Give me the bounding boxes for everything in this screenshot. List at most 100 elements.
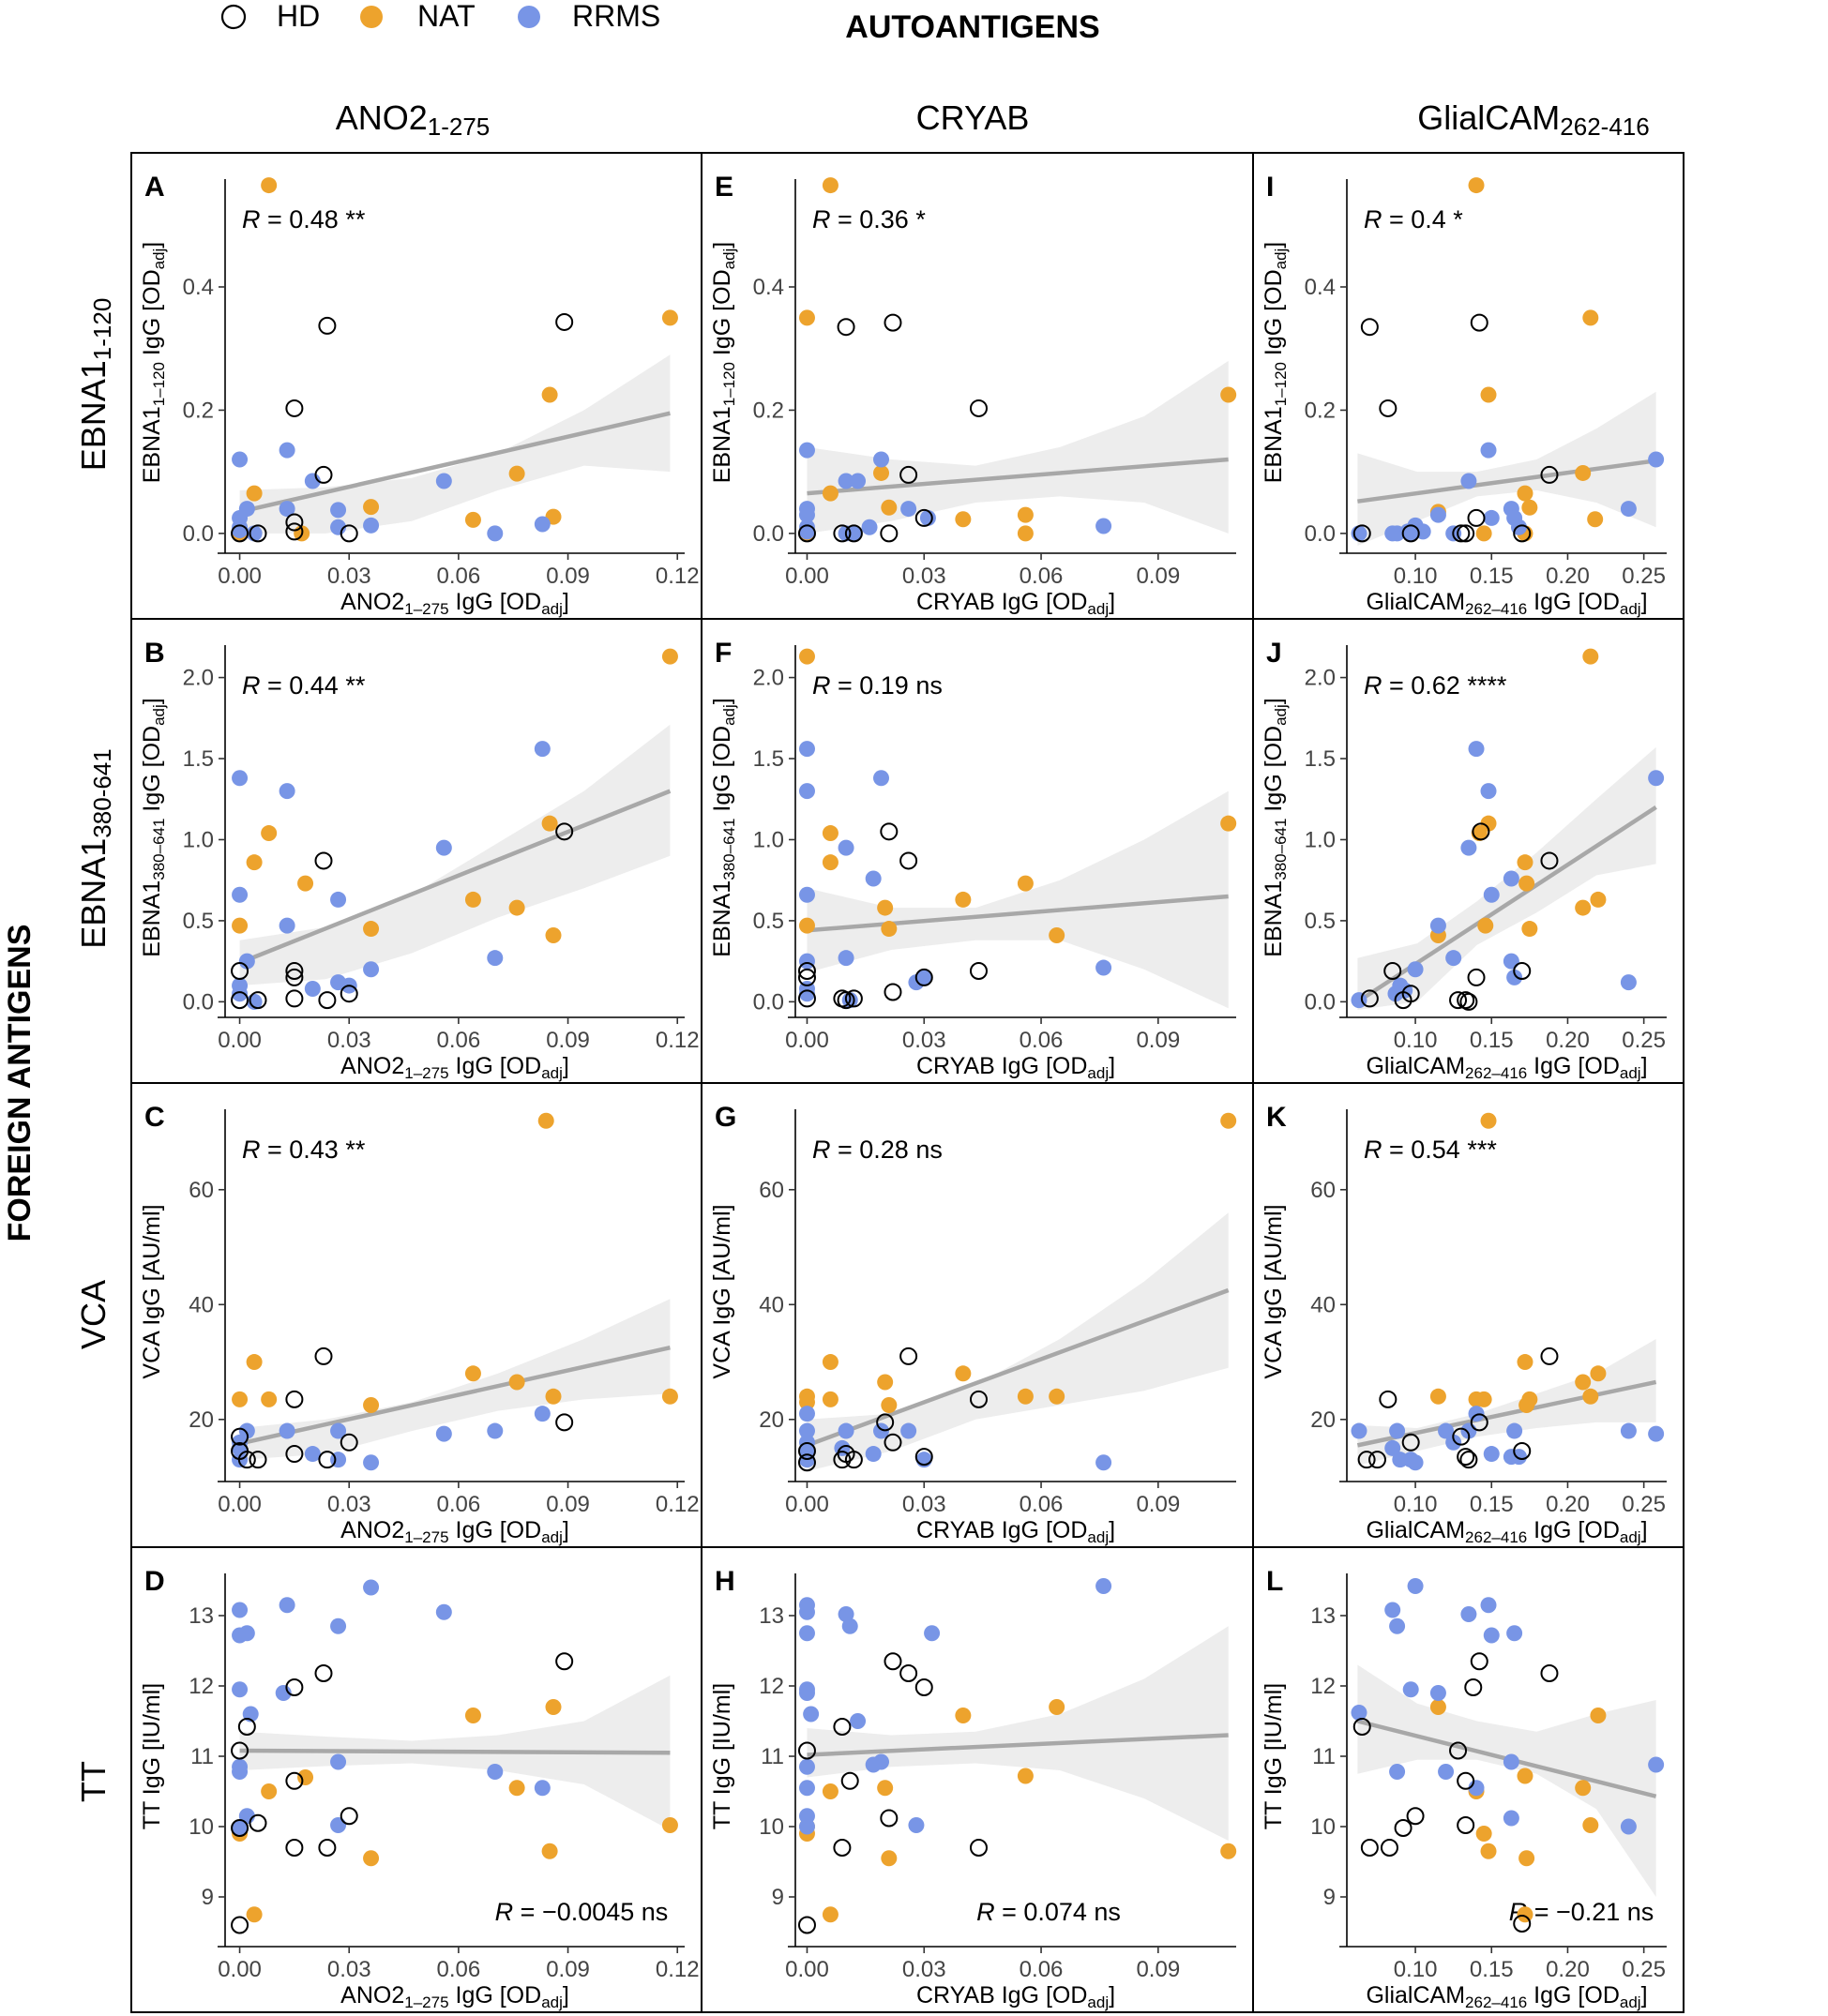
panel-c: C 0.00 0.03 0.06 0.09 0.12 20 40 60 ANO21–275 IgG… bbox=[139, 1102, 700, 1546]
x-tick-label: 0.09 bbox=[1136, 1492, 1180, 1517]
x-tick-label: 0.09 bbox=[546, 1492, 590, 1517]
y-tick-label: 10 bbox=[189, 1814, 214, 1840]
data-point-hd bbox=[1459, 1451, 1478, 1469]
regression-line bbox=[807, 894, 1229, 933]
data-point-hd bbox=[1352, 524, 1371, 543]
data-point-hd bbox=[797, 1916, 816, 1934]
data-point-nat bbox=[877, 1780, 894, 1797]
data-point-nat bbox=[1590, 891, 1607, 908]
data-point-hd bbox=[249, 524, 267, 543]
legend-rrms-label: RRMS bbox=[572, 0, 660, 33]
data-point-nat bbox=[464, 1708, 481, 1723]
data-point-nat bbox=[297, 1769, 314, 1785]
data-point-hd bbox=[1357, 1451, 1376, 1469]
x-tick-label: 0.09 bbox=[1136, 564, 1180, 589]
figure-title: AUTOANTIGENS bbox=[845, 9, 1099, 45]
regression-line bbox=[807, 457, 1229, 496]
data-point-rrms bbox=[330, 891, 347, 908]
data-point-rrms bbox=[1620, 501, 1637, 518]
x-tick-label: 0.03 bbox=[902, 564, 946, 589]
panel-letter-a: A bbox=[144, 172, 165, 203]
correlation-label: R = 0.44 ** bbox=[242, 671, 366, 700]
x-tick-label: 0.06 bbox=[437, 1957, 481, 1982]
y-axis-title: TT IgG [IU/ml] bbox=[139, 1683, 165, 1830]
data-point-hd bbox=[285, 522, 304, 541]
data-point-hd bbox=[969, 399, 988, 417]
data-point-hd bbox=[876, 1413, 895, 1432]
x-axis-title: ANO21–275 IgG [ODadj] bbox=[340, 589, 569, 618]
y-tick-label: 2.0 bbox=[183, 666, 214, 691]
y-tick-label: 1.0 bbox=[183, 827, 214, 852]
y-axis-title: EBNA1380–641 IgG [ODadj] bbox=[709, 698, 738, 956]
data-point-nat bbox=[1590, 1365, 1607, 1382]
data-point-hd bbox=[231, 524, 249, 543]
y-tick-label: 0.5 bbox=[1305, 909, 1336, 934]
data-point-rrms bbox=[1620, 974, 1637, 991]
x-axis-title: ANO21–275 IgG [ODadj] bbox=[340, 1982, 569, 2011]
data-point-nat bbox=[541, 815, 558, 832]
data-point-hd bbox=[914, 968, 933, 986]
legend: HD NAT RRMS bbox=[220, 0, 660, 33]
data-point-rrms bbox=[1620, 1422, 1637, 1439]
data-point-rrms bbox=[232, 886, 249, 903]
x-tick-label: 0.00 bbox=[218, 564, 262, 589]
data-point-hd bbox=[1540, 851, 1559, 870]
data-point-nat bbox=[877, 1374, 894, 1391]
y-axis-title: VCA IgG [AU/ml] bbox=[139, 1204, 165, 1378]
data-point-hd bbox=[318, 1839, 337, 1857]
y-tick-label: 0.2 bbox=[1305, 398, 1336, 423]
data-point-hd bbox=[1360, 318, 1379, 337]
data-point-nat bbox=[232, 1391, 249, 1407]
x-tick-label: 0.06 bbox=[1020, 1492, 1064, 1517]
data-point-hd bbox=[340, 1433, 358, 1452]
data-point-hd bbox=[1367, 1451, 1386, 1469]
data-point-hd bbox=[555, 822, 574, 841]
panel-letter-i: I bbox=[1266, 172, 1274, 203]
data-point-rrms bbox=[1503, 1753, 1519, 1770]
x-tick-label: 0.00 bbox=[785, 1492, 829, 1517]
data-point-hd bbox=[1449, 1741, 1468, 1760]
correlation-label: R = −0.0045 ns bbox=[495, 1898, 669, 1926]
data-point-rrms bbox=[232, 1764, 249, 1780]
data-point-hd bbox=[318, 991, 337, 1010]
data-point-hd bbox=[840, 1771, 859, 1790]
data-point-hd bbox=[318, 316, 337, 335]
data-point-rrms bbox=[1648, 451, 1665, 468]
data-point-hd bbox=[880, 1809, 899, 1828]
data-point-nat bbox=[1480, 1843, 1497, 1859]
data-point-hd bbox=[837, 1445, 855, 1464]
data-point-nat bbox=[261, 825, 278, 842]
data-point-rrms bbox=[841, 1617, 858, 1634]
data-point-hd bbox=[797, 1453, 816, 1472]
y-tick-label: 2.0 bbox=[753, 666, 784, 691]
x-tick-label: 0.12 bbox=[656, 1028, 700, 1053]
data-point-nat bbox=[246, 1354, 263, 1371]
data-point-hd bbox=[899, 465, 918, 484]
data-point-nat bbox=[881, 921, 898, 938]
data-point-nat bbox=[1575, 1780, 1592, 1797]
data-point-rrms bbox=[435, 1425, 452, 1442]
data-point-hd bbox=[797, 968, 816, 986]
x-tick-label: 0.06 bbox=[1020, 1028, 1064, 1053]
data-point-rrms bbox=[487, 1764, 504, 1780]
data-point-nat bbox=[955, 1708, 972, 1723]
data-point-hd bbox=[880, 524, 899, 543]
data-point-hd bbox=[797, 989, 816, 1008]
x-tick-label: 0.06 bbox=[437, 564, 481, 589]
data-point-rrms bbox=[330, 502, 347, 519]
y-tick-label: 1.5 bbox=[753, 746, 784, 772]
panel-d: D 0.00 0.03 0.06 0.09 0.12 9 10 11 12 13 ANO21–275 … bbox=[139, 1566, 700, 2011]
data-point-rrms bbox=[900, 501, 917, 518]
data-point-nat bbox=[261, 1783, 278, 1799]
y-tick-label: 11 bbox=[190, 1744, 214, 1769]
data-point-hd bbox=[1513, 1915, 1532, 1933]
data-point-nat bbox=[1429, 1699, 1446, 1715]
data-point-rrms bbox=[838, 1422, 854, 1439]
data-point-nat bbox=[1575, 899, 1592, 916]
data-point-rrms bbox=[279, 1597, 295, 1614]
x-tick-label: 0.00 bbox=[218, 1492, 262, 1517]
data-point-nat bbox=[822, 1354, 838, 1371]
confidence-band bbox=[807, 360, 1229, 534]
y-tick-label: 9 bbox=[772, 1885, 784, 1910]
data-point-rrms bbox=[1445, 950, 1462, 967]
